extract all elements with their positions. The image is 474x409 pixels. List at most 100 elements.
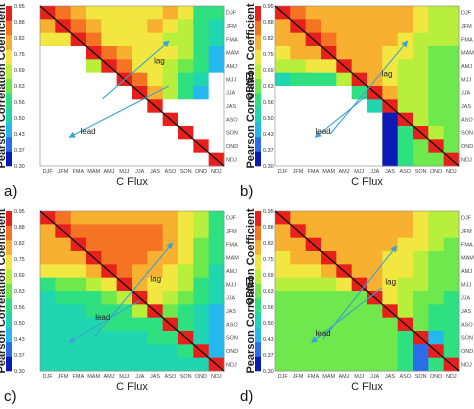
heatmap-cell bbox=[178, 59, 194, 74]
heatmap-cell bbox=[116, 59, 133, 74]
heatmap-cell bbox=[275, 357, 291, 372]
y-tick-label: JAS bbox=[461, 104, 471, 110]
heatmap-cell bbox=[336, 126, 353, 140]
heatmap-cell bbox=[321, 291, 337, 305]
heatmap-cell bbox=[275, 344, 291, 359]
colorbar-tick-label: 0.50 bbox=[263, 321, 274, 327]
heatmap-cell bbox=[413, 46, 429, 60]
colorbar-tick-label: 0.63 bbox=[14, 84, 25, 90]
heatmap-cell bbox=[132, 126, 148, 140]
heatmap-cell bbox=[147, 139, 164, 154]
heatmap-cell bbox=[367, 331, 383, 345]
y-tick-label: DJF bbox=[461, 216, 472, 222]
heatmap-cell bbox=[382, 291, 399, 305]
heatmap-cell bbox=[132, 152, 148, 167]
heatmap-cell bbox=[86, 139, 102, 154]
heatmap-cell bbox=[116, 152, 133, 167]
heatmap-cell bbox=[55, 251, 72, 265]
heatmap-cell bbox=[443, 32, 460, 47]
heatmap-cell bbox=[193, 99, 210, 114]
colorbar-swatch bbox=[6, 254, 12, 270]
heatmap-cell bbox=[162, 224, 179, 239]
heatmap-cell bbox=[290, 237, 307, 252]
heatmap-cell bbox=[382, 211, 399, 225]
y-tick-label: JFM bbox=[226, 24, 237, 30]
heatmap-cell bbox=[367, 99, 383, 114]
colorbar-swatch bbox=[6, 49, 12, 65]
heatmap-cell bbox=[397, 291, 414, 305]
heatmap-cell bbox=[382, 264, 399, 279]
heatmap-cell bbox=[86, 344, 102, 359]
heatmap-cell bbox=[382, 19, 399, 34]
heatmap-cell bbox=[336, 277, 353, 292]
heatmap-cell bbox=[443, 112, 460, 127]
heatmap-cell bbox=[162, 344, 179, 359]
x-tick-label: MJJ bbox=[119, 169, 129, 175]
heatmap-cell bbox=[162, 331, 179, 345]
heatmap-cell bbox=[86, 304, 102, 319]
heatmap-cell bbox=[443, 237, 460, 252]
heatmap-cell bbox=[413, 139, 429, 154]
heatmap-cell bbox=[275, 99, 291, 114]
heatmap-cell bbox=[147, 331, 164, 345]
x-tick-label: AMJ bbox=[339, 374, 350, 380]
heatmap-cell bbox=[413, 152, 429, 167]
heatmap-cell bbox=[116, 251, 133, 265]
heatmap-cell bbox=[382, 59, 399, 74]
heatmap-cell bbox=[275, 277, 291, 292]
heatmap-cell bbox=[55, 46, 72, 60]
heatmap-cell bbox=[40, 251, 56, 265]
colorbar-swatch bbox=[6, 298, 12, 314]
heatmap-cell bbox=[305, 344, 322, 359]
heatmap-cell bbox=[55, 99, 72, 114]
heatmap-cell bbox=[382, 331, 399, 345]
heatmap-cell bbox=[321, 237, 337, 252]
heatmap-cell bbox=[70, 112, 87, 127]
y-tick-label: OND bbox=[226, 144, 238, 150]
heatmap-cell bbox=[132, 304, 148, 319]
heatmap-cell bbox=[40, 59, 56, 74]
heatmap-cell bbox=[351, 344, 368, 359]
heatmap-cell bbox=[70, 99, 87, 114]
heatmap-cell bbox=[101, 32, 118, 47]
heatmap-cell bbox=[290, 86, 307, 100]
heatmap-cell bbox=[413, 357, 429, 372]
heatmap-cell bbox=[290, 112, 307, 127]
heatmap-cell bbox=[321, 139, 337, 154]
heatmap-cell bbox=[162, 152, 179, 167]
heatmap-cell bbox=[208, 86, 225, 100]
y-tick-label: MJJ bbox=[226, 77, 236, 83]
heatmap-cell bbox=[443, 304, 460, 319]
heatmap-cell bbox=[147, 224, 164, 239]
heatmap-cell bbox=[351, 237, 368, 252]
x-tick-label: MAM bbox=[87, 374, 100, 380]
colorbar-swatch bbox=[6, 269, 12, 285]
x-axis-label: C Flux bbox=[116, 176, 148, 188]
heatmap-cell bbox=[275, 46, 291, 60]
heatmap-cell bbox=[40, 46, 56, 60]
heatmap-cell bbox=[40, 357, 56, 372]
x-tick-label: JJA bbox=[370, 374, 380, 380]
heatmap-cell bbox=[397, 277, 414, 292]
x-tick-label: NDJ bbox=[446, 374, 457, 380]
x-tick-label: JAS bbox=[150, 169, 160, 175]
heatmap-cell bbox=[178, 291, 194, 305]
heatmap-cell bbox=[178, 6, 194, 20]
heatmap-cell bbox=[305, 72, 322, 87]
heatmap-cell bbox=[290, 277, 307, 292]
heatmap-cell bbox=[275, 331, 291, 345]
colorbar-tick-label: 0.75 bbox=[263, 257, 274, 263]
heatmap-cell bbox=[413, 344, 429, 359]
heatmap-cell bbox=[86, 32, 102, 47]
heatmap-cell bbox=[132, 251, 148, 265]
heatmap-cell bbox=[178, 152, 194, 167]
heatmap-cell bbox=[351, 357, 368, 372]
heatmap-cell bbox=[351, 291, 368, 305]
x-tick-label: JFM bbox=[293, 374, 304, 380]
heatmap-cell bbox=[305, 112, 322, 127]
heatmap-cell bbox=[336, 112, 353, 127]
heatmap-cell bbox=[70, 19, 87, 34]
y-tick-label: NDJ bbox=[461, 362, 472, 368]
colorbar-swatch bbox=[255, 356, 261, 372]
heatmap-cell bbox=[40, 344, 56, 359]
